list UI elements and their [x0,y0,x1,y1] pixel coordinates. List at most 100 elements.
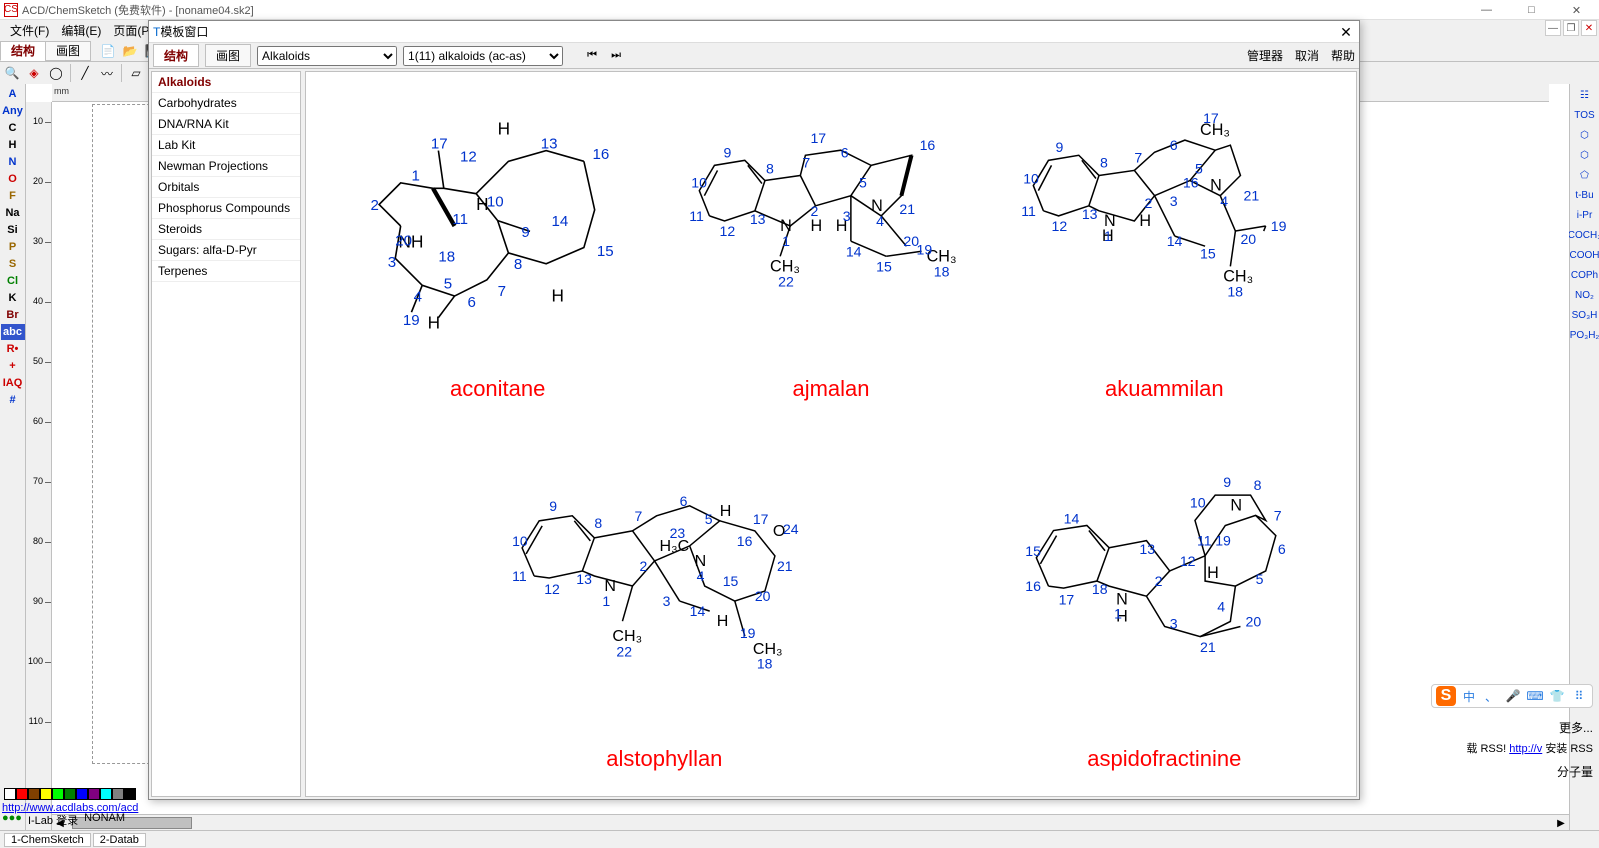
template-help-button[interactable]: 帮助 [1331,47,1355,64]
template-item-akuammilan[interactable]: N N H H CH₃ CH₃ 12 34 56 78 910 1112 131… [1003,82,1326,402]
mdi-restore-button[interactable]: ❐ [1563,20,1579,36]
bond-icon[interactable]: ╱ [75,63,95,83]
chain-icon[interactable]: 〰 [97,63,117,83]
element-br[interactable]: Br [1,307,25,323]
color-swatch[interactable] [52,788,64,800]
element-na[interactable]: Na [1,205,25,221]
color-swatch[interactable] [4,788,16,800]
template-category-newman-projections[interactable]: Newman Projections [152,156,300,177]
color-swatch[interactable] [76,788,88,800]
element-si[interactable]: Si [1,222,25,238]
template-manager-button[interactable]: 管理器 [1247,47,1283,64]
element-r•[interactable]: R• [1,341,25,357]
eraser-icon[interactable]: ▱ [126,63,146,83]
template-close-button[interactable]: ✕ [1337,23,1355,41]
right-tool-soh[interactable]: SO₃H [1571,306,1599,324]
horizontal-scrollbar[interactable]: ◀ ▶ [52,814,1569,830]
element-a[interactable]: A [1,86,25,102]
template-category-sugars-alfa-d-pyr[interactable]: Sugars: alfa-D-Pyr [152,240,300,261]
right-tool-coch[interactable]: COCH₃ [1571,226,1599,244]
color-swatch[interactable] [88,788,100,800]
element-iaq[interactable]: IAQ [1,375,25,391]
color-swatch[interactable] [40,788,52,800]
mdi-close-button[interactable]: ✕ [1581,20,1597,36]
template-tab-draw[interactable]: 画图 [205,44,251,67]
ilab-login[interactable]: I-Lab 登录 [28,812,78,828]
ime-punct-icon[interactable]: 、 [1482,687,1500,705]
template-category-carbohydrates[interactable]: Carbohydrates [152,93,300,114]
element-#[interactable]: # [1,392,25,408]
color-swatch[interactable] [16,788,28,800]
element-c[interactable]: C [1,120,25,136]
right-tool-ipr[interactable]: i-Pr [1571,206,1599,224]
right-tool-[interactable]: ⬡ [1571,146,1599,164]
template-category-dropdown[interactable]: Alkaloids [257,46,397,66]
right-tool-[interactable]: ⬠ [1571,166,1599,184]
element-cl[interactable]: Cl [1,273,25,289]
right-tool-[interactable]: ⬡ [1571,126,1599,144]
mode-tab-structure[interactable]: 结构 [0,41,46,61]
ime-keyboard-icon[interactable]: ⌨ [1526,687,1544,705]
element-o[interactable]: O [1,171,25,187]
new-file-icon[interactable]: 📄 [98,41,118,61]
element-+[interactable]: + [1,358,25,374]
lasso-icon[interactable]: ◯ [46,63,66,83]
right-tool-poh[interactable]: PO₃H₂ [1571,326,1599,344]
right-tool-tos[interactable]: TOS [1571,106,1599,124]
element-k[interactable]: K [1,290,25,306]
mode-tab-draw[interactable]: 画图 [45,41,91,61]
right-tool-coph[interactable]: COPh [1571,266,1599,284]
more-link[interactable]: 更多... [1559,719,1593,736]
template-next-icon[interactable]: ⏭ [607,47,625,65]
status-tab-database[interactable]: 2-Datab [93,833,146,847]
right-tool-[interactable]: ☷ [1571,86,1599,104]
ime-mode[interactable]: 中 [1460,687,1478,705]
template-subset-dropdown[interactable]: 1(11) alkaloids (ac-as) [403,46,563,66]
color-swatch[interactable] [112,788,124,800]
element-f[interactable]: F [1,188,25,204]
rss-url-link[interactable]: http://v [1509,743,1542,755]
status-tab-chemsketch[interactable]: 1-ChemSketch [4,833,91,847]
color-swatch[interactable] [124,788,136,800]
ime-toolbar[interactable]: S 中 、 🎤 ⌨ 👕 ⠿ [1431,684,1593,708]
open-file-icon[interactable]: 📂 [120,41,140,61]
template-category-terpenes[interactable]: Terpenes [152,261,300,282]
right-tool-tbu[interactable]: t-Bu [1571,186,1599,204]
right-tool-no[interactable]: NO₂ [1571,286,1599,304]
color-swatch[interactable] [28,788,40,800]
template-item-ajmalan[interactable]: N N H H CH₃ CH₃ 12 34 56 78 910 1112 [669,82,992,402]
scroll-right-arrow[interactable]: ▶ [1553,815,1569,830]
template-cancel-button[interactable]: 取消 [1295,47,1319,64]
ime-skin-icon[interactable]: 👕 [1548,687,1566,705]
right-tool-cooh[interactable]: COOH [1571,246,1599,264]
element-s[interactable]: S [1,256,25,272]
element-p[interactable]: P [1,239,25,255]
ime-voice-icon[interactable]: 🎤 [1504,687,1522,705]
template-category-orbitals[interactable]: Orbitals [152,177,300,198]
zoom-icon[interactable]: 🔍 [2,63,22,83]
select-icon[interactable]: ◈ [24,63,44,83]
template-category-alkaloids[interactable]: Alkaloids [152,72,300,93]
template-item-aconitane[interactable]: NH H H H H 12 34 56 78 910 1112 1314 151… [336,82,659,402]
menu-file[interactable]: 文件(F) [4,22,55,39]
menu-edit[interactable]: 编辑(E) [55,22,107,39]
close-button[interactable]: ✕ [1554,0,1599,20]
template-item-alstophyllan[interactable]: N N O H H H₃C CH₃ CH₃ 12 34 56 78 910 [484,412,845,772]
mdi-minimize-button[interactable]: — [1545,20,1561,36]
template-category-dna-rna-kit[interactable]: DNA/RNA Kit [152,114,300,135]
maximize-button[interactable]: □ [1509,0,1554,20]
ime-menu-icon[interactable]: ⠿ [1570,687,1588,705]
template-category-phosphorus-compounds[interactable]: Phosphorus Compounds [152,198,300,219]
element-h[interactable]: H [1,137,25,153]
element-any[interactable]: Any [1,103,25,119]
template-category-lab-kit[interactable]: Lab Kit [152,135,300,156]
install-rss-button[interactable]: 安装 RSS [1545,743,1593,755]
minimize-button[interactable]: — [1464,0,1509,20]
template-item-aspidofractinine[interactable]: N N H H 12 34 56 78 910 1112 1314 1516 1… [1003,412,1326,772]
template-category-steroids[interactable]: Steroids [152,219,300,240]
element-n[interactable]: N [1,154,25,170]
template-prev-icon[interactable]: ⏮ [583,47,601,65]
element-abc[interactable]: abc [1,324,25,340]
color-swatch[interactable] [64,788,76,800]
color-swatch[interactable] [100,788,112,800]
